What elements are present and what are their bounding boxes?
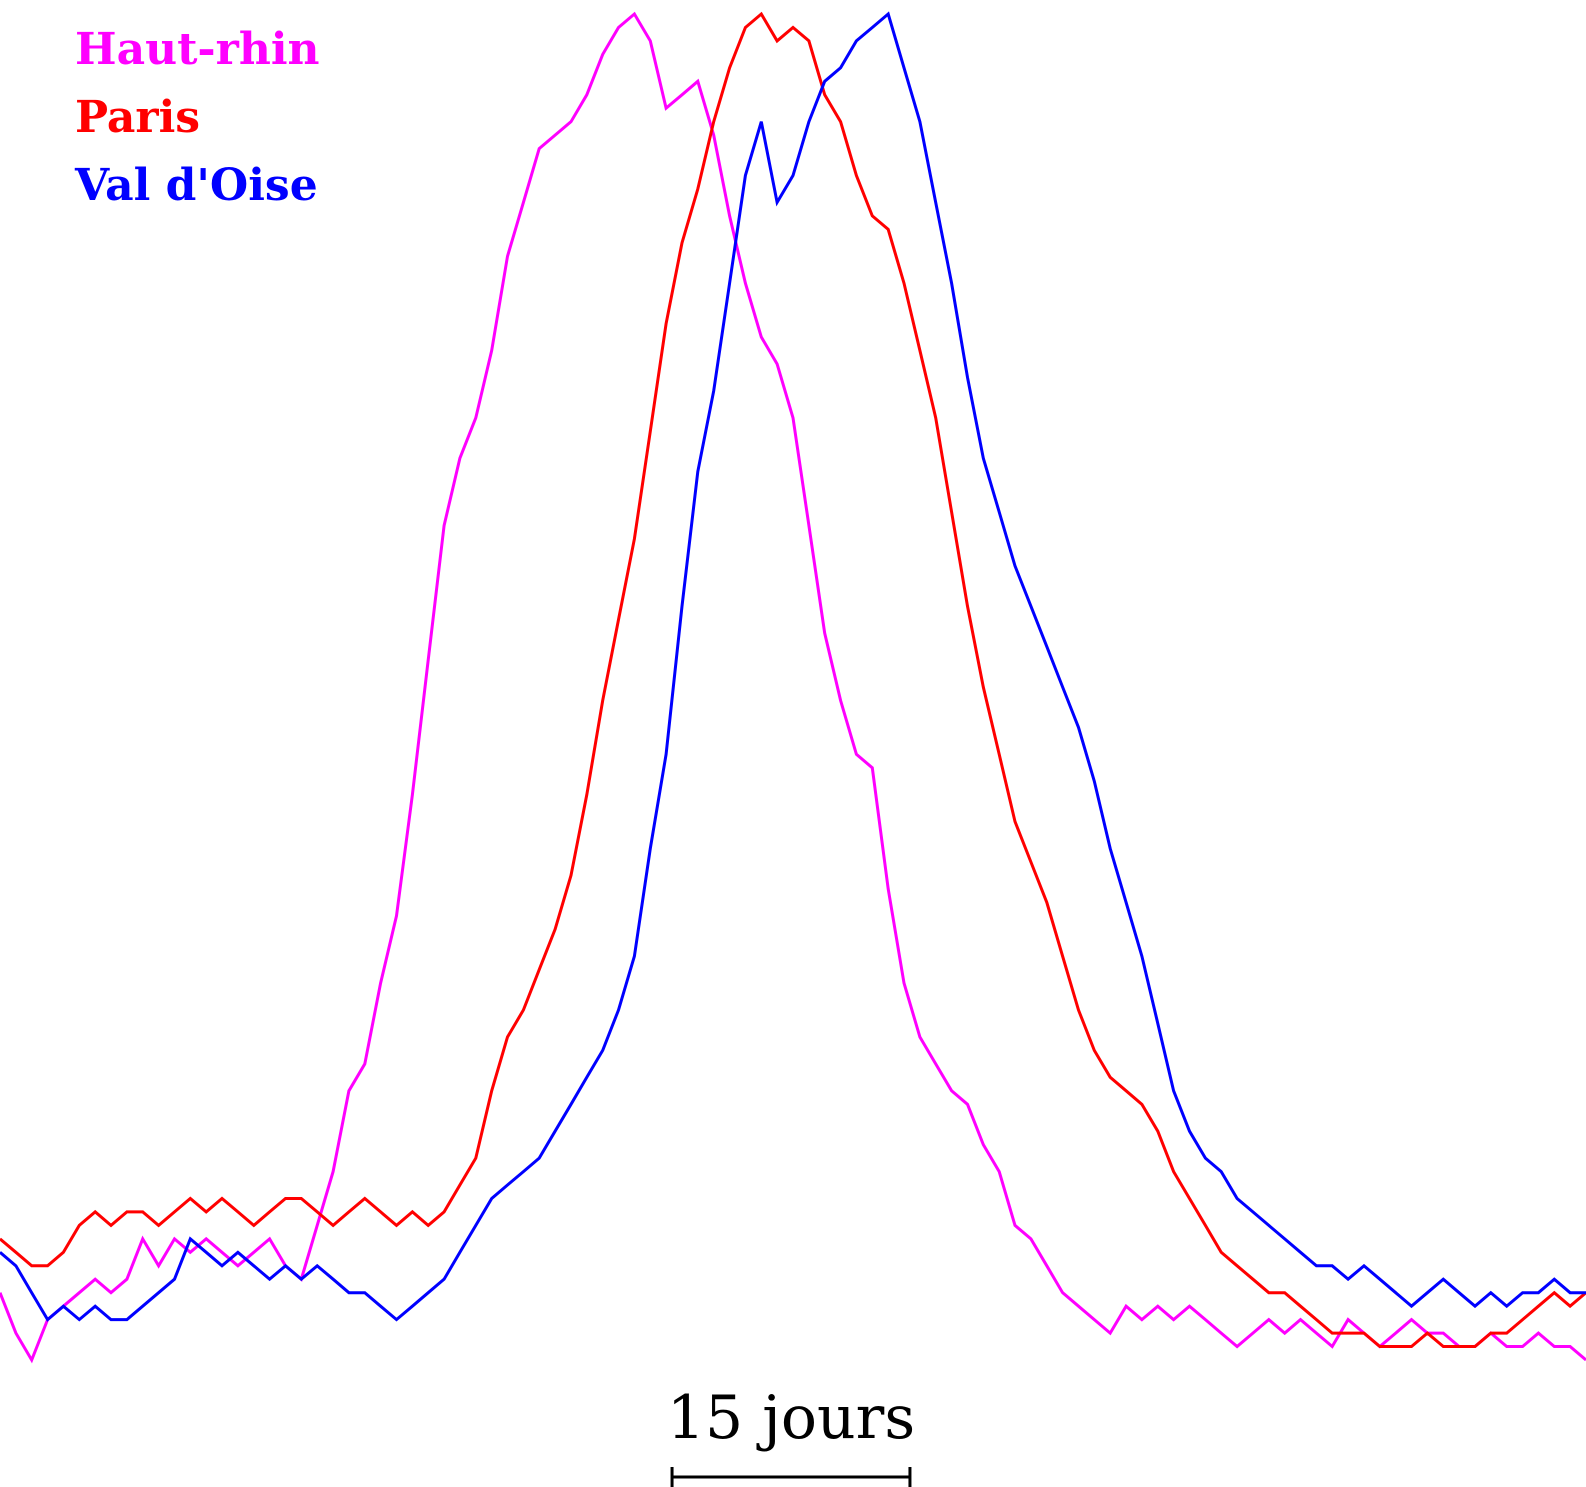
scale-bar-label: 15 jours xyxy=(667,1383,915,1453)
legend-label-paris: Paris xyxy=(75,92,200,143)
legend-label-val-doise: Val d'Oise xyxy=(74,160,318,211)
series-line-haut-rhin xyxy=(0,11,1586,1364)
legend-label-haut-rhin: Haut-rhin xyxy=(75,24,320,75)
series-line-val-d-oise xyxy=(0,11,1586,1322)
series-layer xyxy=(0,11,1586,1364)
time-scale-bar: 15 jours xyxy=(667,1383,915,1487)
legend: Haut-rhin Paris Val d'Oise xyxy=(74,24,320,211)
series-line-paris xyxy=(0,11,1586,1348)
